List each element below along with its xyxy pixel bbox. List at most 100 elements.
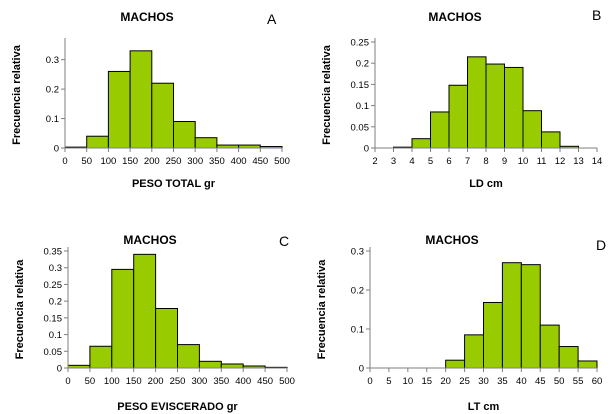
chart-title: MACHOS: [425, 233, 478, 247]
x-tick-label: 6: [446, 156, 451, 167]
x-tick-label: 400: [235, 376, 251, 387]
x-tick-label: 7: [465, 156, 470, 167]
bar: [483, 301, 503, 369]
y-tick-label: 0.1: [46, 114, 59, 125]
x-tick-label: 0: [367, 376, 372, 387]
panel-letter-c: C: [279, 233, 289, 249]
y-tick-label: 0.35: [44, 247, 63, 258]
bar: [411, 138, 431, 149]
x-tick-label: 500: [279, 376, 295, 387]
x-tick-label: 3: [391, 156, 396, 167]
x-axis-label: PESO TOTAL gr: [132, 178, 216, 190]
x-tick-label: 40: [516, 376, 527, 387]
x-tick-label: 50: [554, 376, 565, 387]
x-tick-label: 100: [104, 376, 120, 387]
x-tick-label: 30: [478, 376, 489, 387]
x-tick-label: 150: [122, 156, 138, 167]
y-tick-label: 0: [364, 144, 369, 155]
y-tick-label: 0.2: [351, 286, 364, 297]
bar: [577, 360, 598, 369]
x-tick-label: 14: [592, 156, 603, 167]
y-tick-label: 0.2: [46, 85, 59, 96]
bar: [448, 84, 468, 149]
y-tick-label: 0.1: [49, 330, 62, 341]
x-tick-label: 4: [409, 156, 414, 167]
panel-d: 0 0.1 0.2 0.3 0 5 10 15 20 25 30 35 40 45 50 55 60 MACHOS…: [316, 233, 602, 413]
bar: [151, 82, 175, 149]
x-tick-label: 25: [459, 376, 470, 387]
y-tick-label: 0: [57, 364, 62, 375]
x-tick-label: 350: [213, 376, 229, 387]
x-tick-label: 13: [573, 156, 584, 167]
bar: [522, 110, 542, 149]
x-tick-label: 15: [421, 376, 432, 387]
bar: [107, 70, 131, 149]
x-tick-label: 8: [483, 156, 488, 167]
panel-letter-d: D: [596, 237, 606, 253]
bar: [539, 324, 560, 369]
y-axis-label: Frecuencia relativa: [321, 44, 333, 145]
x-axis-label: LT cm: [468, 401, 500, 413]
y-tick-label: 0.3: [49, 263, 62, 274]
bar: [198, 360, 222, 369]
panel-letter-b: B: [592, 7, 601, 23]
y-tick-label: 0.25: [44, 280, 63, 291]
x-tick-label: 400: [231, 156, 247, 167]
bar: [194, 137, 218, 149]
y-tick-label: 0.25: [351, 38, 370, 49]
x-tick-label: 5: [428, 156, 433, 167]
panel-c: 0 0.05 0.1 0.15 0.2 0.25 0.3 0.35 0 50 100 150 200 25…: [14, 233, 295, 413]
y-tick-label: 0.3: [351, 247, 364, 258]
y-tick-label: 0.15: [44, 313, 63, 324]
x-tick-label: 0: [62, 156, 67, 167]
x-tick-label: 250: [166, 156, 182, 167]
x-tick-label: 12: [555, 156, 566, 167]
y-tick-label: 0.2: [356, 59, 369, 70]
x-tick-label: 450: [257, 376, 273, 387]
chart-title: MACHOS: [120, 10, 173, 24]
bar: [445, 359, 466, 369]
bar: [111, 268, 135, 369]
x-tick-label: 50: [85, 376, 96, 387]
panel-a: 0 0.1 0.2 0.3 0 50 100 150 200 250 300 350 400 450 500…: [11, 10, 290, 190]
y-tick-label: 0.05: [44, 347, 63, 358]
x-tick-label: 100: [100, 156, 116, 167]
y-tick-label: 0.3: [46, 55, 59, 66]
x-tick-label: 250: [170, 376, 186, 387]
x-tick-label: 50: [81, 156, 92, 167]
bar: [558, 346, 579, 369]
bar: [129, 50, 153, 149]
x-tick-label: 5: [386, 376, 391, 387]
bar: [485, 63, 505, 149]
y-axis-label: Frecuencia relativa: [316, 259, 328, 360]
y-tick-label: 0.15: [351, 80, 370, 91]
x-tick-label: 20: [440, 376, 451, 387]
bar: [464, 334, 484, 369]
bar: [430, 111, 450, 149]
bar: [173, 121, 196, 149]
x-tick-label: 55: [573, 376, 584, 387]
y-tick-label: 0.1: [351, 325, 364, 336]
x-axis-label: LD cm: [469, 178, 503, 190]
x-tick-label: 9: [502, 156, 507, 167]
y-axis-label: Frecuencia relativa: [11, 44, 23, 145]
y-tick-label: 0.1: [356, 101, 369, 112]
x-tick-label: 300: [191, 376, 207, 387]
x-axis-label: PESO EVISCERADO gr: [117, 401, 238, 413]
x-tick-label: 200: [144, 156, 160, 167]
bar: [89, 345, 113, 369]
x-tick-label: 300: [187, 156, 203, 167]
x-tick-label: 60: [592, 376, 603, 387]
x-tick-label: 0: [65, 376, 70, 387]
bar: [541, 131, 561, 149]
y-tick-label: 0.2: [49, 297, 62, 308]
panel-letter-a: A: [267, 11, 277, 27]
bar: [220, 363, 244, 369]
x-tick-label: 2: [372, 156, 377, 167]
x-tick-label: 200: [148, 376, 164, 387]
bar: [520, 264, 541, 369]
x-tick-label: 450: [252, 156, 268, 167]
x-tick-label: 11: [537, 156, 547, 167]
bar: [86, 135, 109, 149]
